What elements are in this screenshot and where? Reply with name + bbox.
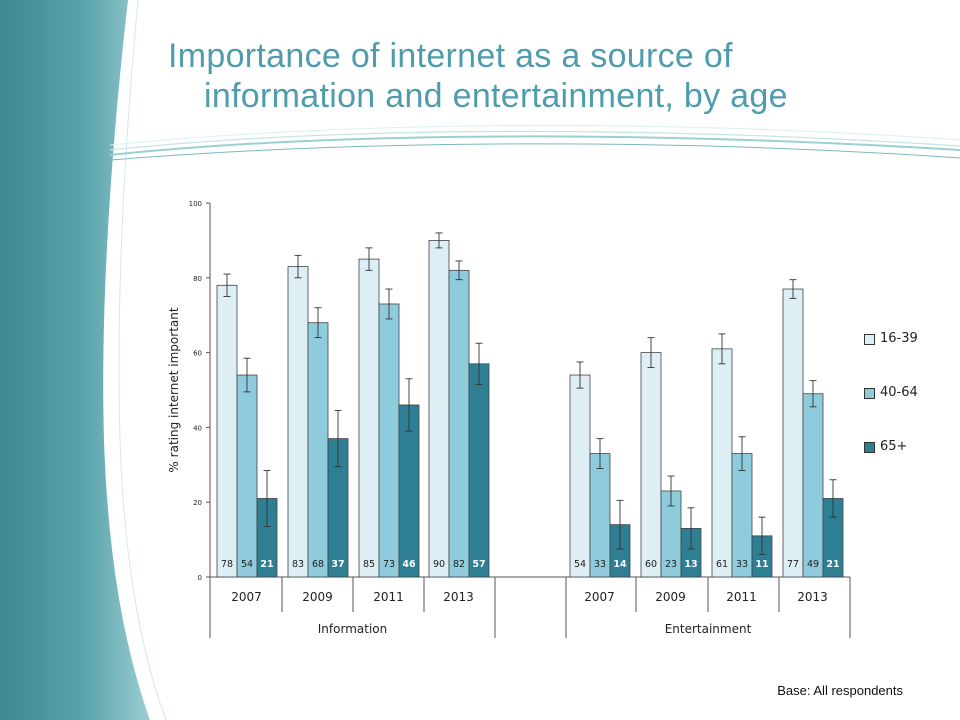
data-label: 23 <box>665 559 677 570</box>
data-label: 46 <box>402 559 416 570</box>
data-label: 49 <box>807 559 819 570</box>
x-year-label: 2007 <box>584 590 615 604</box>
x-year-label: 2009 <box>655 590 686 604</box>
data-label: 85 <box>363 559 375 570</box>
data-label: 68 <box>312 559 324 570</box>
x-year-label: 2013 <box>797 590 828 604</box>
data-label: 33 <box>736 559 748 570</box>
data-label: 37 <box>331 559 344 570</box>
title-line-1: Importance of internet as a source of <box>168 37 733 75</box>
y-axis-label: % rating internet important <box>167 307 181 472</box>
bar <box>307 322 329 578</box>
y-tick-label: 100 <box>189 200 202 208</box>
group-label-entertainment: Entertainment <box>665 622 752 636</box>
data-label: 21 <box>260 559 273 570</box>
data-label: 60 <box>645 559 657 570</box>
y-tick-label: 0 <box>198 574 202 582</box>
legend-label-16-39: 16-39 <box>880 331 918 346</box>
data-label: 61 <box>716 559 728 570</box>
data-label: 83 <box>292 559 304 570</box>
bar <box>468 363 490 578</box>
y-tick-label: 80 <box>193 275 202 283</box>
x-year-label: 2013 <box>443 590 474 604</box>
bar <box>802 393 824 578</box>
data-label: 21 <box>826 559 839 570</box>
data-label: 82 <box>453 559 465 570</box>
bar <box>782 288 804 578</box>
x-year-label: 2007 <box>231 590 262 604</box>
x-year-label: 2009 <box>302 590 333 604</box>
legend-label-40-64: 40-64 <box>880 385 918 400</box>
legend-swatch-65-plus <box>864 442 875 453</box>
slide-title: Importance of internet as a source of in… <box>168 36 948 116</box>
y-tick-label: 40 <box>193 424 202 432</box>
data-label: 54 <box>574 559 586 570</box>
bar <box>448 269 470 578</box>
title-line-2: information and entertainment, by age <box>204 77 788 115</box>
data-label: 77 <box>787 559 799 570</box>
bar <box>640 352 662 578</box>
data-label: 14 <box>613 559 627 570</box>
bar <box>358 258 380 578</box>
data-label: 33 <box>594 559 606 570</box>
y-tick-label: 20 <box>193 499 202 507</box>
group-label-information: Information <box>318 622 387 636</box>
data-label: 13 <box>684 559 697 570</box>
data-label: 11 <box>755 559 768 570</box>
bar <box>287 266 309 578</box>
legend-swatch-40-64 <box>864 388 875 399</box>
bar <box>216 284 238 578</box>
data-label: 90 <box>433 559 445 570</box>
data-label: 78 <box>221 559 233 570</box>
y-tick-label: 60 <box>193 350 202 358</box>
bar <box>236 374 258 578</box>
bar <box>711 348 733 578</box>
bar <box>428 239 450 578</box>
x-year-label: 2011 <box>373 590 404 604</box>
data-label: 57 <box>472 559 485 570</box>
base-note: Base: All respondents <box>777 683 903 698</box>
data-label: 73 <box>383 559 395 570</box>
legend-swatch-16-39 <box>864 334 875 345</box>
x-year-label: 2011 <box>726 590 757 604</box>
bar <box>569 374 591 578</box>
data-label: 54 <box>241 559 253 570</box>
legend-label-65-plus: 65+ <box>880 439 908 454</box>
bar <box>378 303 400 578</box>
